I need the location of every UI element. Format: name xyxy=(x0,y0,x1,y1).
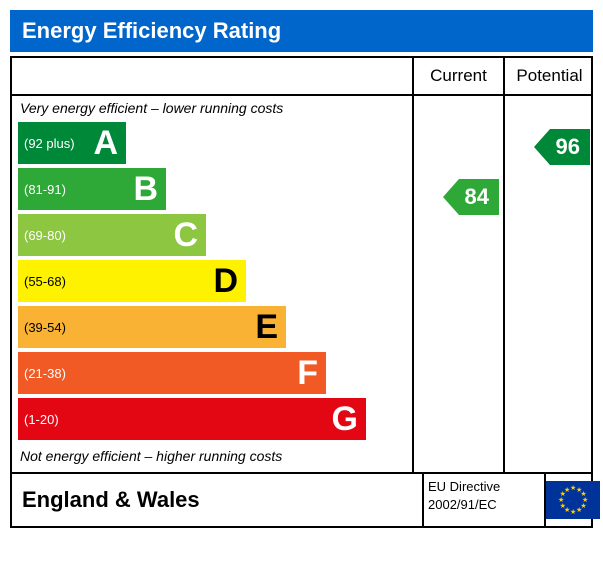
band-range: (69-80) xyxy=(18,228,66,243)
band-letter: D xyxy=(213,264,238,298)
arrow-tip-icon xyxy=(534,129,550,165)
star-icon: ★ xyxy=(570,508,576,516)
band-range: (21-38) xyxy=(18,366,66,381)
potential-column: 96 xyxy=(505,96,594,472)
star-icon: ★ xyxy=(576,506,582,514)
footer-flag-cell: ★★★★★★★★★★★★ xyxy=(546,474,600,526)
band-letter: C xyxy=(173,218,198,252)
band-range: (39-54) xyxy=(18,320,66,335)
potential-arrow: 96 xyxy=(534,127,590,167)
col-header-current: Current xyxy=(414,58,505,94)
header-row: Current Potential xyxy=(12,58,591,96)
arrow-tip-icon xyxy=(443,179,459,215)
band-range: (81-91) xyxy=(18,182,66,197)
directive-line2: 2002/91/EC xyxy=(428,497,497,512)
arrow-score: 84 xyxy=(459,179,499,215)
footer-region: England & Wales xyxy=(12,474,424,526)
band-letter: A xyxy=(93,126,118,160)
current-column: 84 xyxy=(414,96,505,472)
note-bottom: Not energy efficient – higher running co… xyxy=(12,444,412,466)
band-g: (1-20) G xyxy=(18,398,366,440)
arrow-score: 96 xyxy=(550,129,590,165)
band-e: (39-54) E xyxy=(18,306,286,348)
star-icon: ★ xyxy=(564,486,570,494)
note-top: Very energy efficient – lower running co… xyxy=(12,96,412,118)
band-c: (69-80) C xyxy=(18,214,206,256)
band-d: (55-68) D xyxy=(18,260,246,302)
body-area: Very energy efficient – lower running co… xyxy=(12,96,591,472)
band-range: (1-20) xyxy=(18,412,59,427)
epc-chart: Energy Efficiency Rating Current Potenti… xyxy=(10,10,593,528)
title-bar: Energy Efficiency Rating xyxy=(10,10,593,52)
current-arrow: 84 xyxy=(443,177,499,217)
band-range: (92 plus) xyxy=(18,136,75,151)
band-letter: B xyxy=(133,172,158,206)
band-letter: F xyxy=(297,356,318,390)
band-range: (55-68) xyxy=(18,274,66,289)
footer-directive: EU Directive 2002/91/EC xyxy=(424,474,546,526)
header-spacer xyxy=(12,58,414,94)
eu-flag-icon: ★★★★★★★★★★★★ xyxy=(546,481,600,519)
bands-column: Very energy efficient – lower running co… xyxy=(12,96,414,472)
footer-row: England & Wales EU Directive 2002/91/EC … xyxy=(12,472,591,526)
band-a: (92 plus) A xyxy=(18,122,126,164)
band-b: (81-91) B xyxy=(18,168,166,210)
directive-line1: EU Directive xyxy=(428,479,500,494)
chart-box: Current Potential Very energy efficient … xyxy=(10,56,593,528)
band-f: (21-38) F xyxy=(18,352,326,394)
col-header-potential: Potential xyxy=(505,58,594,94)
band-letter: E xyxy=(255,310,278,344)
band-letter: G xyxy=(332,402,358,436)
